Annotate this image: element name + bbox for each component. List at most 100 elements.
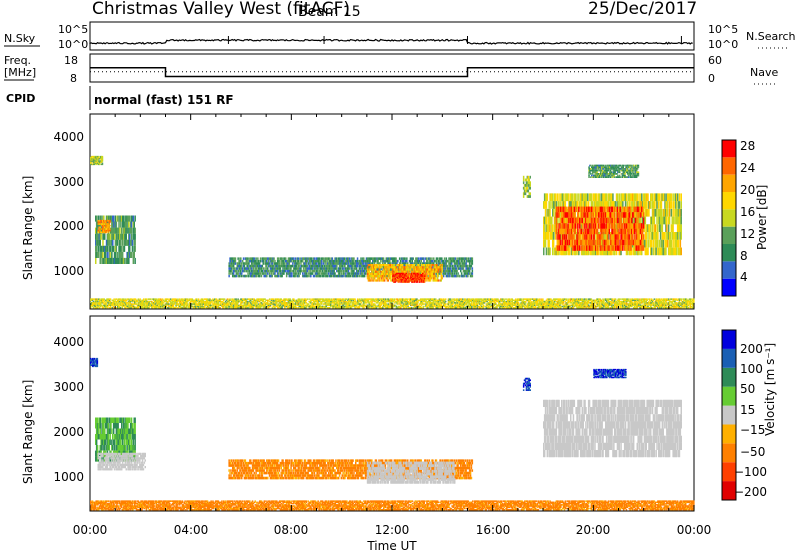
power-marks-cell <box>97 159 99 161</box>
power-marks-cell <box>468 259 471 263</box>
power-marks-cell <box>437 264 439 268</box>
power-marks-cell <box>330 257 333 260</box>
nave-label: Nave <box>750 66 778 79</box>
power-marks-cell <box>341 257 343 260</box>
power-marks-cell <box>381 259 384 263</box>
power-marks-cell <box>363 257 365 260</box>
power-marks-cell <box>625 245 628 251</box>
power-marks-cell <box>373 279 375 282</box>
power-marks-cell <box>625 193 628 202</box>
power-marks-cell <box>429 270 432 273</box>
power-marks-cell <box>573 234 576 240</box>
power-marks-cell <box>132 251 135 258</box>
power-marks-cell <box>320 269 322 273</box>
power-marks-cell <box>657 232 659 240</box>
power-marks-cell <box>102 231 104 234</box>
power-marks-cell <box>124 221 127 228</box>
power-marks-cell <box>98 160 100 162</box>
power-marks-cell <box>295 262 298 265</box>
power-marks-cell <box>375 270 378 273</box>
power-marks-cell <box>305 262 308 265</box>
power-marks-cell <box>549 224 551 232</box>
power-marks-cell <box>440 275 442 278</box>
power-marks-cell <box>263 257 265 260</box>
power-marks-cell <box>291 259 293 263</box>
power-marks-cell <box>230 262 232 265</box>
power-marks-cell <box>679 239 682 248</box>
power-marks-cell <box>311 264 313 268</box>
power-marks-cell <box>289 267 291 270</box>
power-marks-cell <box>341 264 343 268</box>
power-marks-cell <box>619 164 622 167</box>
power-marks-cell <box>328 269 330 273</box>
power-marks-cell <box>253 274 255 278</box>
power-marks-cell <box>468 267 470 270</box>
power-marks-cell <box>342 259 344 263</box>
power-marks-cell <box>436 266 439 269</box>
power-marks-cell <box>352 274 354 278</box>
power-marks-cell <box>396 259 398 263</box>
power-marks-cell <box>423 274 426 276</box>
power-marks-cell <box>124 239 127 246</box>
power-marks-cell <box>402 281 404 283</box>
power-marks-cell <box>271 262 273 265</box>
power-marks-cell <box>390 257 392 260</box>
power-marks-cell <box>233 267 236 270</box>
power-marks-cell <box>100 161 103 163</box>
power-marks-cell <box>392 268 394 271</box>
power-marks-cell <box>421 268 424 271</box>
power-marks-cell <box>591 174 593 177</box>
power-marks-cell <box>321 264 324 268</box>
power-marks-cell <box>633 212 636 218</box>
power-marks-cell <box>346 262 349 265</box>
power-marks-cell <box>108 229 110 232</box>
power-marks-cell <box>241 267 244 270</box>
power-marks-cell <box>125 233 127 240</box>
power-marks-cell <box>247 274 249 278</box>
power-marks-cell <box>271 269 273 273</box>
power-marks-cell <box>119 227 121 234</box>
power-marks-cell <box>301 264 303 268</box>
power-marks-cell <box>98 163 100 166</box>
power-marks-cell <box>109 257 111 264</box>
power-marks-cell <box>247 257 249 260</box>
power-marks-cell <box>453 267 456 270</box>
power-marks-cell <box>252 259 255 263</box>
power-marks-cell <box>394 277 397 280</box>
power-marks-cell <box>254 269 256 273</box>
power-marks-cell <box>431 270 433 273</box>
power-marks-cell <box>328 267 331 270</box>
power-marks-cell <box>228 269 230 273</box>
power-marks-cell <box>120 221 122 228</box>
power-marks-cell <box>239 267 241 270</box>
power-marks-cell <box>376 264 379 267</box>
power-marks-cell <box>338 257 341 260</box>
power-marks-cell <box>283 269 285 273</box>
power-marks-cell <box>101 231 103 234</box>
power-marks-cell <box>115 257 118 264</box>
power-marks-cell <box>264 259 266 263</box>
power-marks-cell <box>424 272 426 275</box>
power-marks-cell <box>468 257 470 260</box>
power-marks-cell <box>391 272 393 275</box>
power-marks-cell <box>268 264 271 268</box>
power-marks-cell <box>370 257 372 260</box>
power-marks-cell <box>287 272 290 275</box>
power-marks-cell <box>356 259 359 263</box>
power-marks-cell <box>376 262 378 265</box>
power-marks-cell <box>359 259 361 263</box>
power-marks-cell <box>234 274 237 278</box>
power-marks-cell <box>280 257 282 260</box>
power-marks-cell <box>467 259 469 263</box>
power-marks-cell <box>419 266 421 269</box>
power-marks-cell <box>244 267 247 270</box>
power-marks-cell <box>608 228 611 235</box>
power-marks-cell <box>414 270 416 273</box>
power-marks-cell <box>667 224 670 232</box>
power-marks-cell <box>242 264 245 268</box>
power-marks-cell <box>254 259 256 263</box>
power-marks-cell <box>133 227 135 234</box>
power-marks-cell <box>456 264 458 268</box>
power-marks-cell <box>432 259 434 263</box>
power-marks-cell <box>392 266 394 269</box>
